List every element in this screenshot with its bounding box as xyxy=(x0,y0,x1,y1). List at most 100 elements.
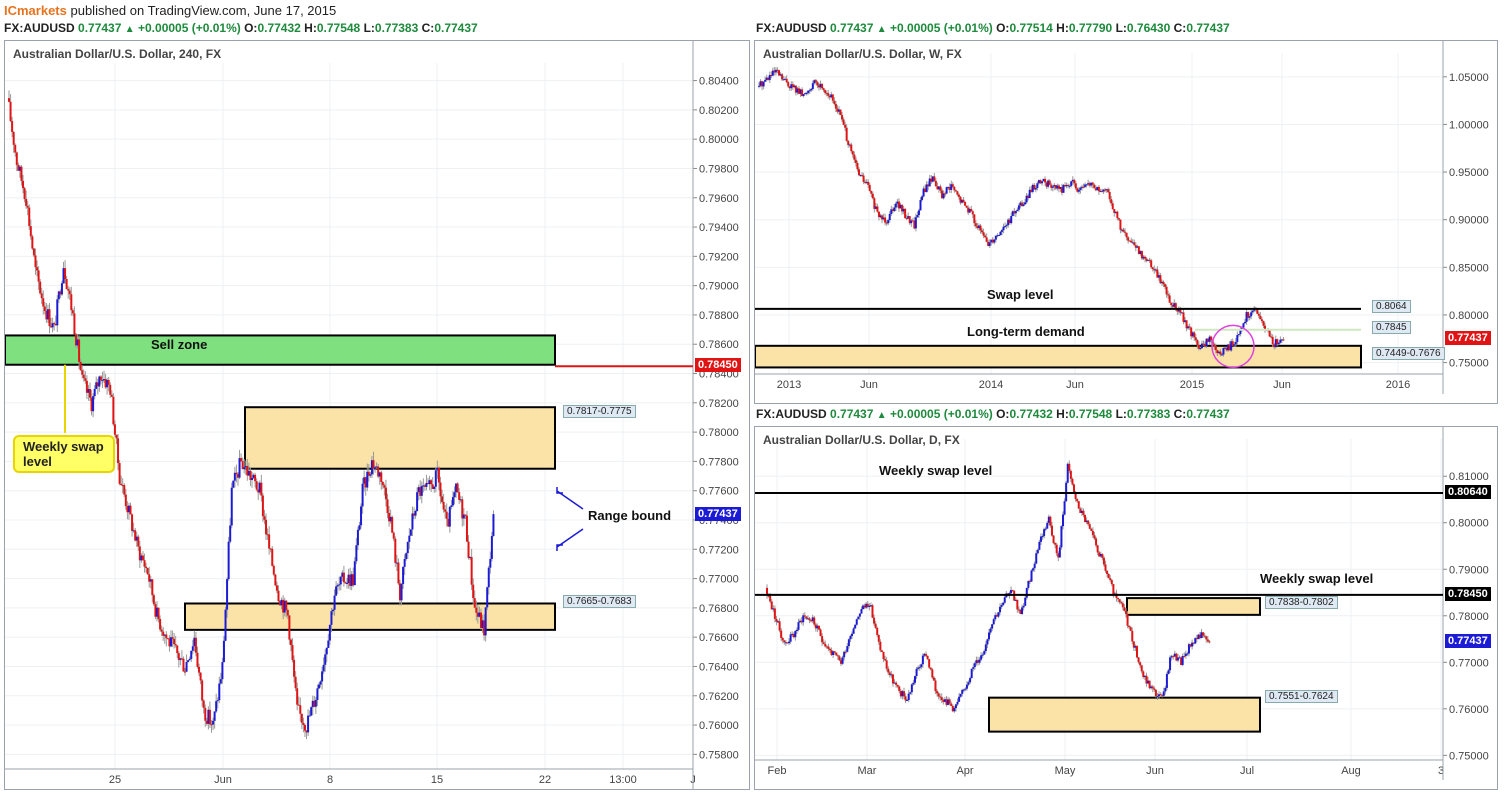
candle-body xyxy=(856,163,859,170)
candle-body xyxy=(882,651,885,660)
candle-body xyxy=(218,683,221,701)
candle-body xyxy=(467,541,470,558)
candle-body xyxy=(1063,501,1066,515)
candle-body xyxy=(990,239,993,243)
candle-body xyxy=(888,213,891,221)
candle-body xyxy=(1186,653,1189,655)
candle-body xyxy=(941,190,944,199)
candle-body xyxy=(1128,240,1131,242)
change: +0.00005 (+0.01%) xyxy=(890,21,993,35)
candle-body xyxy=(924,188,927,193)
candle-body xyxy=(843,651,846,658)
candle-body xyxy=(1172,656,1175,658)
candle-body xyxy=(15,152,18,166)
chart-panel-240[interactable]: 0.80400 0.80200 0.80000 0.79800 0.79600 0.794… xyxy=(4,40,750,790)
candle-body xyxy=(1190,327,1193,337)
candle-body xyxy=(260,482,263,496)
x-tick-label: 2014 xyxy=(979,379,1003,391)
candle-body xyxy=(1055,544,1058,554)
candle-body xyxy=(149,579,152,582)
candle-body xyxy=(991,624,994,629)
chart-panel-daily[interactable]: 0.81000 0.80000 0.79000 0.78000 0.77000 0.760… xyxy=(754,426,1498,790)
candle-body xyxy=(369,474,372,476)
open-value: 0.77514 xyxy=(1009,21,1053,35)
candle-body xyxy=(944,193,947,195)
candle-body xyxy=(293,659,296,677)
candle-body xyxy=(849,636,852,640)
candle-body xyxy=(1198,634,1201,639)
candle-body xyxy=(414,510,417,516)
candle-body xyxy=(850,144,853,152)
candles xyxy=(8,90,495,740)
candle-body xyxy=(444,509,447,512)
candle-body xyxy=(910,684,913,693)
y-tick-label: 0.78800 xyxy=(699,310,739,322)
candle-body xyxy=(226,579,229,610)
candle-body xyxy=(177,653,180,660)
candle-body xyxy=(1169,657,1172,671)
candle-body xyxy=(112,396,115,425)
candle-body xyxy=(185,661,188,672)
candle-body xyxy=(1153,269,1156,271)
candle-body xyxy=(1035,553,1038,564)
candle-body xyxy=(1151,267,1154,270)
candle-body xyxy=(767,595,770,597)
x-tick-label: Apr xyxy=(956,765,973,777)
candle-body xyxy=(381,482,384,486)
candle-body xyxy=(423,485,426,487)
candle-body xyxy=(957,194,960,197)
brand-link[interactable]: ICmarkets xyxy=(4,3,67,18)
candle-body xyxy=(367,471,370,476)
weekly-swap-label-lower: Weekly swap level xyxy=(1260,570,1374,586)
candle-body xyxy=(18,166,21,171)
candle-body xyxy=(821,83,824,89)
candle-body xyxy=(1227,344,1230,351)
candle-body xyxy=(877,635,880,642)
candle-body xyxy=(1214,346,1217,351)
candle-body xyxy=(791,633,794,635)
candle-body xyxy=(1200,343,1203,349)
candle-body xyxy=(402,566,405,585)
candle-body xyxy=(190,650,193,659)
candle-body xyxy=(795,629,798,632)
candle-body xyxy=(1120,229,1123,231)
candle-body xyxy=(1114,211,1117,213)
candle-body xyxy=(321,671,324,682)
candle-body xyxy=(920,664,923,668)
low-label: L: xyxy=(363,21,375,35)
y-tick-label: 0.77600 xyxy=(699,486,739,498)
candle-body xyxy=(481,620,484,628)
candle-body xyxy=(162,631,165,636)
candle-body xyxy=(339,576,342,585)
candle-body xyxy=(151,579,154,596)
candle-body xyxy=(801,89,804,96)
chart-panel-weekly[interactable]: 1.05000 1.00000 0.95000 0.90000 0.85000 0.800… xyxy=(754,40,1498,404)
candle-body xyxy=(310,707,313,716)
x-tick-label: 22 xyxy=(539,774,551,786)
candle-body xyxy=(1130,240,1133,243)
x-tick-label: Jun xyxy=(1273,379,1291,391)
candle-body xyxy=(360,506,363,526)
y-tick-label: 0.75800 xyxy=(699,749,739,761)
price-badge-upper-level: 0.80640 xyxy=(1445,484,1491,499)
candle-body xyxy=(919,199,922,211)
candle-body xyxy=(127,505,130,513)
candle-body xyxy=(29,226,32,237)
candle-body xyxy=(816,625,819,629)
candle-body xyxy=(1002,226,1005,231)
candle-body xyxy=(896,684,899,687)
candle-body xyxy=(871,605,874,618)
candle-body xyxy=(783,640,786,643)
candle-body xyxy=(821,636,824,643)
y-tick-label: 0.75000 xyxy=(1449,750,1489,762)
candle-body xyxy=(1161,695,1164,697)
candle-body xyxy=(773,608,776,619)
candle-body xyxy=(240,458,243,462)
candle-body xyxy=(170,637,172,647)
candle-body xyxy=(1099,553,1102,557)
candle-body xyxy=(1127,237,1130,241)
candle-body xyxy=(394,538,397,563)
candle-body xyxy=(26,205,29,208)
candle-body xyxy=(378,472,381,477)
candle-body xyxy=(923,653,926,656)
